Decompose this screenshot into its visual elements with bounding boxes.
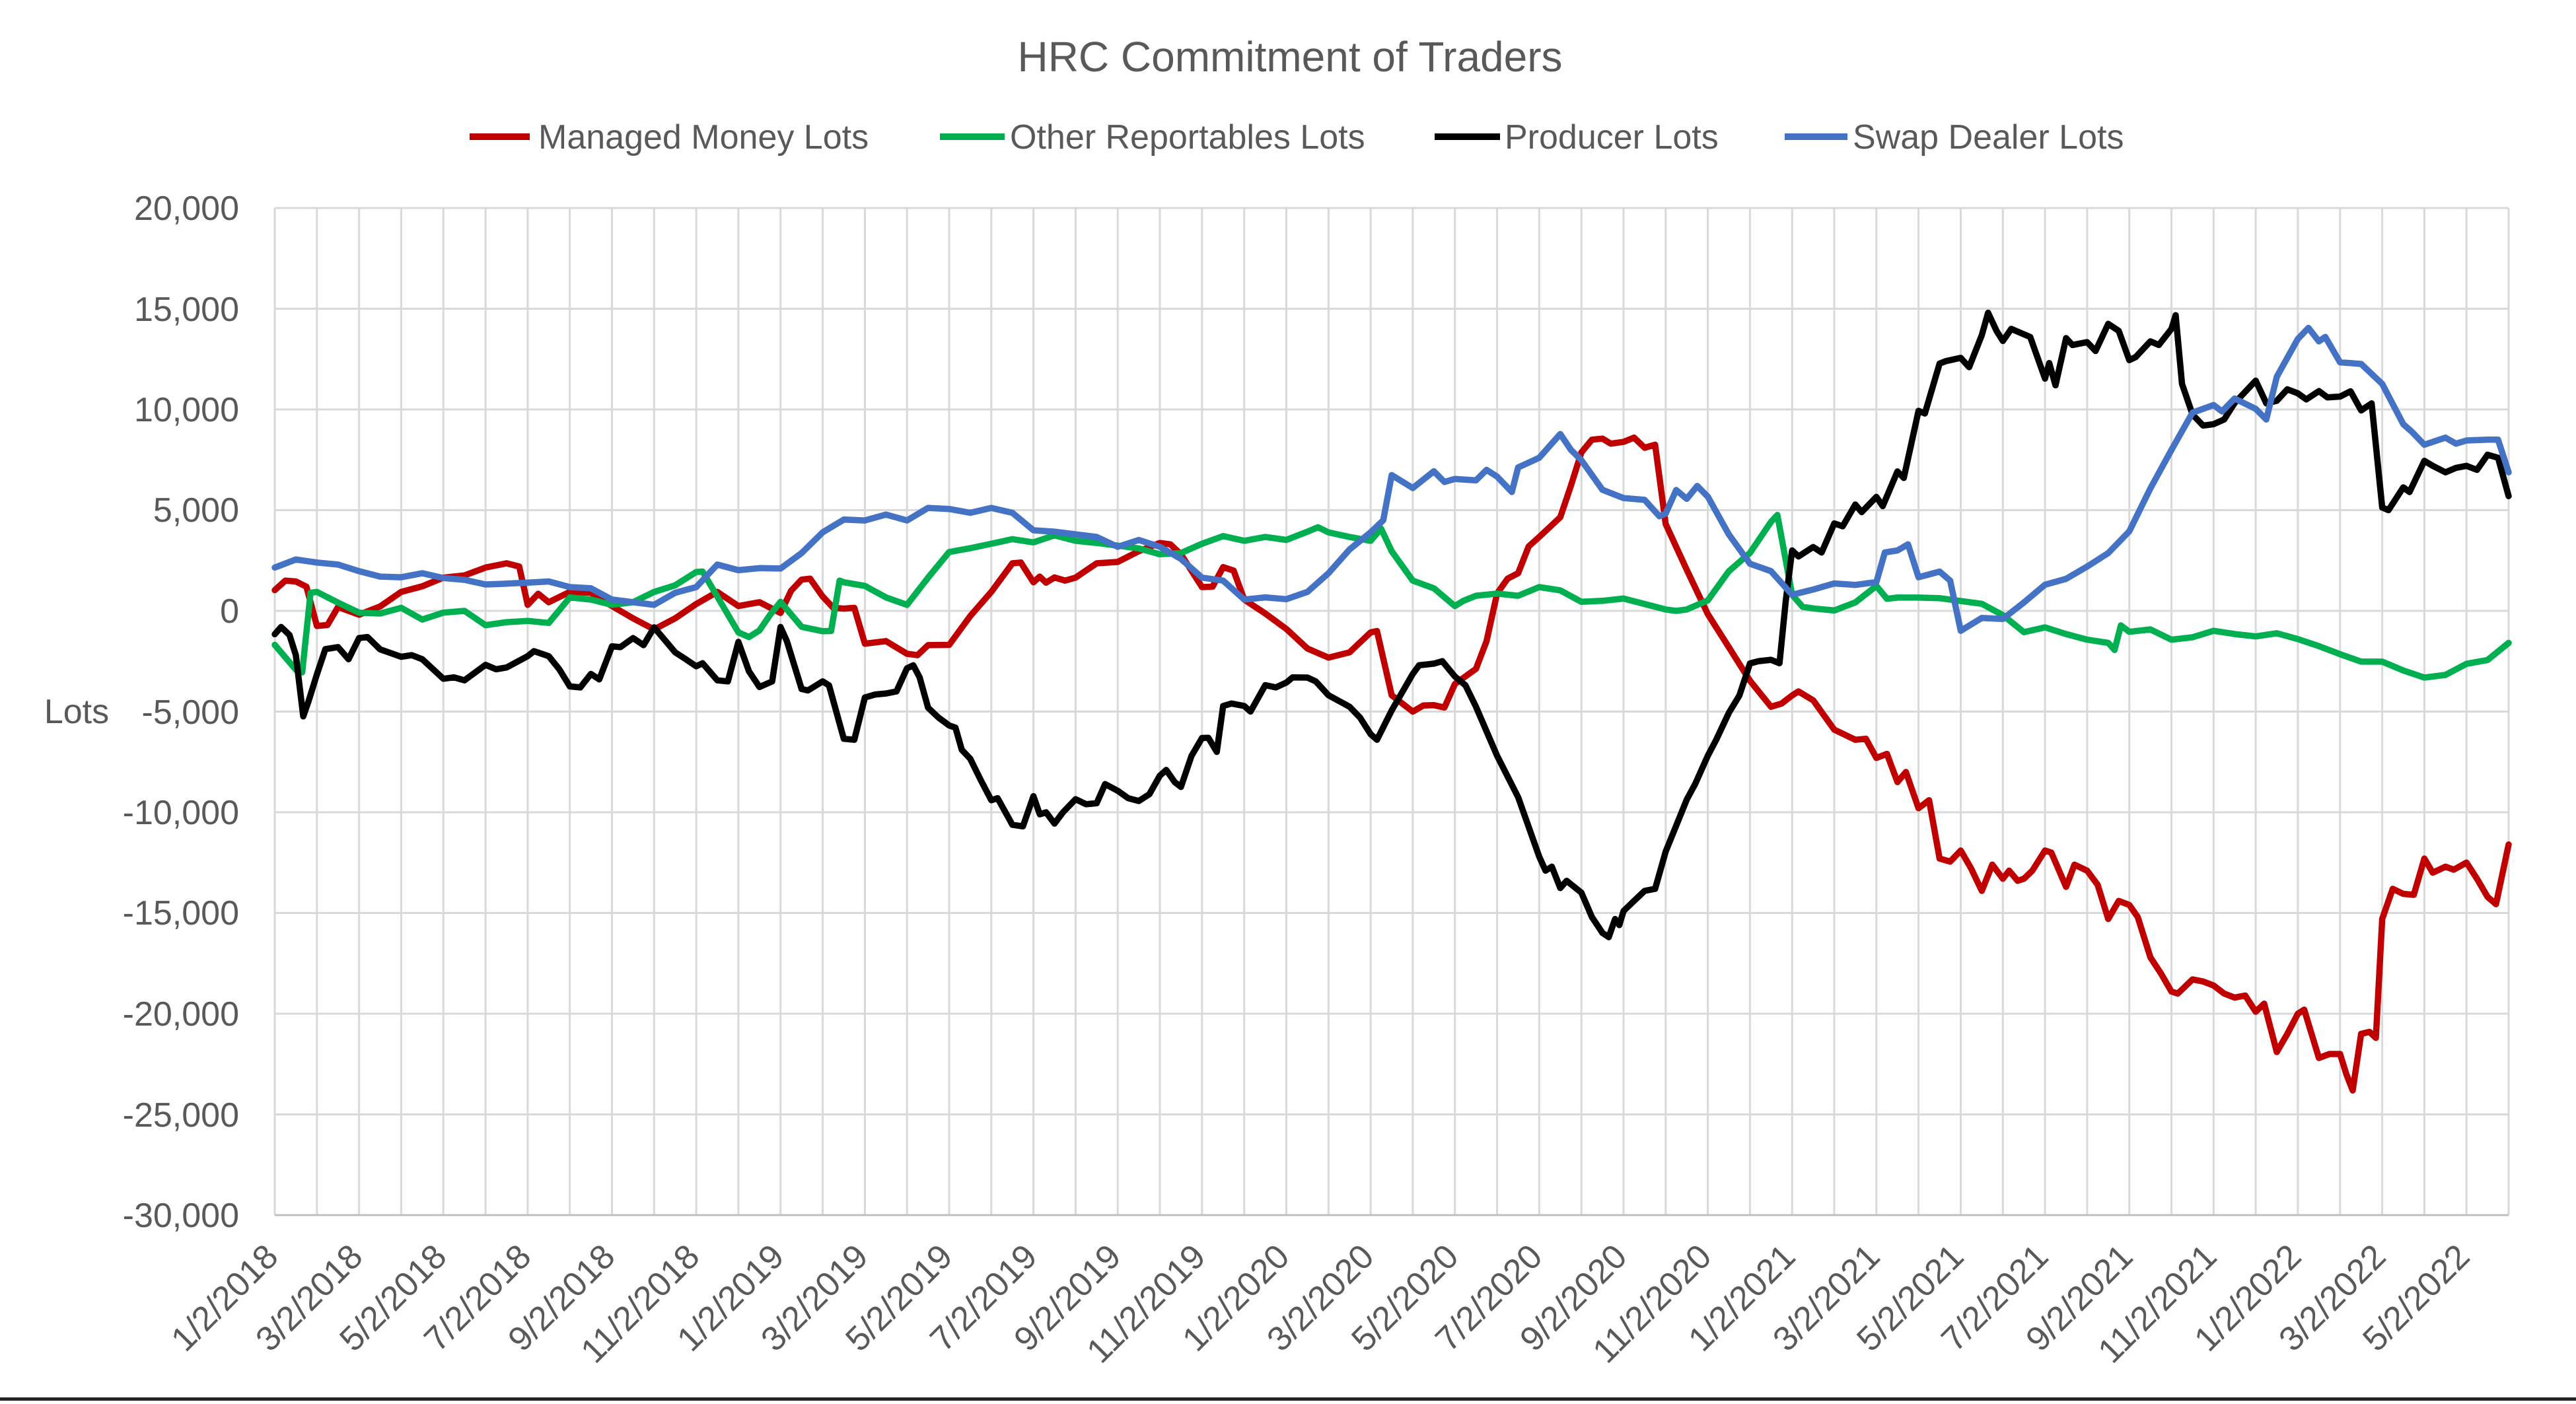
- svg-text:Other Reportables Lots: Other Reportables Lots: [1010, 118, 1365, 157]
- svg-text:-10,000: -10,000: [123, 794, 239, 832]
- svg-text:-20,000: -20,000: [123, 995, 239, 1034]
- svg-text:0: 0: [220, 592, 239, 631]
- svg-text:5,000: 5,000: [153, 491, 239, 530]
- svg-text:-25,000: -25,000: [123, 1096, 239, 1135]
- svg-text:HRC Commitment of Traders: HRC Commitment of Traders: [1017, 33, 1562, 81]
- svg-text:-30,000: -30,000: [123, 1197, 239, 1235]
- svg-text:Producer Lots: Producer Lots: [1505, 118, 1719, 157]
- svg-text:Managed Money Lots: Managed Money Lots: [538, 118, 869, 157]
- svg-text:-15,000: -15,000: [123, 894, 239, 932]
- svg-text:Lots: Lots: [44, 693, 109, 731]
- svg-text:15,000: 15,000: [134, 291, 239, 329]
- svg-text:Swap Dealer Lots: Swap Dealer Lots: [1853, 118, 2124, 157]
- svg-text:20,000: 20,000: [134, 190, 239, 228]
- svg-text:10,000: 10,000: [134, 391, 239, 429]
- svg-text:-5,000: -5,000: [142, 693, 239, 732]
